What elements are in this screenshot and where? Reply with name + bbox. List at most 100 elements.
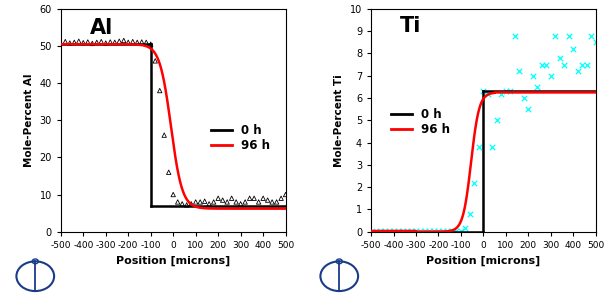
Point xyxy=(195,200,205,204)
Point xyxy=(173,200,182,204)
Point xyxy=(186,201,196,206)
Point xyxy=(402,228,412,233)
X-axis label: Position [microns]: Position [microns] xyxy=(116,255,230,266)
Point xyxy=(398,228,407,233)
Point xyxy=(227,196,237,201)
Point xyxy=(209,200,218,204)
Point xyxy=(200,199,210,204)
Point xyxy=(474,145,484,149)
Point xyxy=(389,228,398,233)
Point xyxy=(204,201,214,206)
Point xyxy=(411,228,421,233)
Point xyxy=(537,62,547,67)
Point xyxy=(65,41,75,45)
Point xyxy=(60,39,70,44)
Point xyxy=(276,196,286,201)
Point xyxy=(371,228,381,233)
Legend: 0 h, 96 h: 0 h, 96 h xyxy=(386,103,455,141)
Point xyxy=(92,40,102,45)
Point xyxy=(461,226,471,231)
Point xyxy=(78,40,88,45)
Point xyxy=(240,200,250,204)
Point xyxy=(110,40,120,45)
Point xyxy=(420,228,430,233)
Point xyxy=(159,133,169,138)
Point xyxy=(514,69,524,74)
Point xyxy=(559,62,569,67)
Point xyxy=(114,39,124,44)
Point xyxy=(146,42,156,47)
Point xyxy=(268,200,277,204)
Point xyxy=(375,228,385,233)
Point xyxy=(272,200,282,204)
Point xyxy=(223,200,232,204)
Point xyxy=(591,40,601,45)
Point xyxy=(258,196,268,201)
Point xyxy=(218,198,227,203)
X-axis label: Position [microns]: Position [microns] xyxy=(426,255,541,266)
Point xyxy=(483,91,493,96)
Point xyxy=(88,41,97,46)
Point xyxy=(488,145,497,149)
Point xyxy=(523,107,533,111)
Point xyxy=(393,228,403,233)
Point xyxy=(416,228,426,233)
Point xyxy=(438,228,448,233)
Point xyxy=(281,192,291,197)
Point xyxy=(501,89,511,94)
Text: Ti: Ti xyxy=(400,16,421,36)
Point xyxy=(155,88,165,93)
Point xyxy=(434,228,443,233)
Text: Al: Al xyxy=(90,18,113,38)
Point xyxy=(582,62,592,67)
Point xyxy=(83,40,92,44)
Point xyxy=(407,228,416,233)
Point xyxy=(528,73,537,78)
Point xyxy=(568,47,578,51)
Point xyxy=(505,89,515,94)
Point xyxy=(379,228,389,233)
Point xyxy=(105,40,115,44)
Point xyxy=(137,40,147,44)
Point xyxy=(150,59,160,63)
Point xyxy=(142,40,151,45)
Y-axis label: Mole-Percent Al: Mole-Percent Al xyxy=(24,74,34,167)
Point xyxy=(546,73,556,78)
Point xyxy=(555,56,565,60)
Legend: 0 h, 96 h: 0 h, 96 h xyxy=(206,119,275,157)
Point xyxy=(478,89,488,94)
Point xyxy=(236,201,246,206)
Point xyxy=(254,200,263,204)
Point xyxy=(249,196,259,201)
Point xyxy=(456,228,466,233)
Point xyxy=(519,96,529,100)
Point xyxy=(168,192,178,197)
Point xyxy=(443,228,452,233)
Point xyxy=(573,69,582,74)
Point xyxy=(424,228,434,233)
Point xyxy=(164,170,173,175)
Point xyxy=(178,201,187,206)
Point xyxy=(510,33,520,38)
Point xyxy=(74,39,84,44)
Point xyxy=(497,91,506,96)
Point xyxy=(542,62,551,67)
Point xyxy=(133,40,142,45)
Point xyxy=(429,228,439,233)
Y-axis label: Mole-Percent Ti: Mole-Percent Ti xyxy=(334,74,344,167)
Point xyxy=(231,200,241,204)
Point xyxy=(97,39,106,44)
Point xyxy=(550,33,560,38)
Point xyxy=(128,39,137,44)
Point xyxy=(245,196,255,201)
Point xyxy=(191,200,201,204)
Point xyxy=(182,203,192,207)
Point xyxy=(492,118,502,123)
Point xyxy=(123,40,133,45)
Point xyxy=(533,85,542,89)
Point xyxy=(213,196,223,201)
Point xyxy=(578,62,587,67)
Point xyxy=(384,228,394,233)
Point xyxy=(452,228,461,233)
Point xyxy=(587,33,596,38)
